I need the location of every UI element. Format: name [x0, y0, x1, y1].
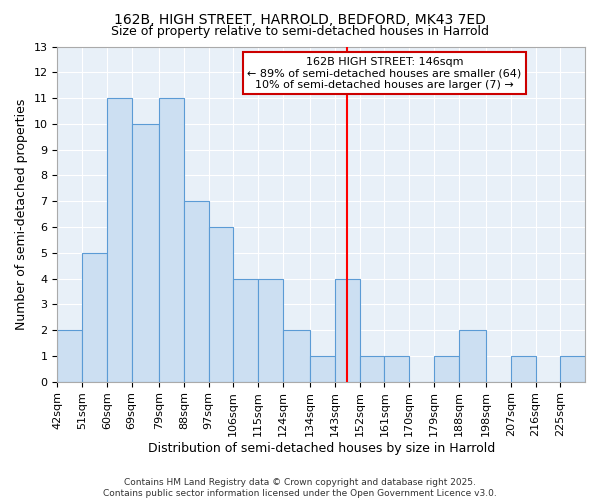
Bar — [385, 356, 409, 382]
Bar — [511, 356, 536, 382]
Bar — [310, 356, 335, 382]
Bar — [283, 330, 310, 382]
Bar — [184, 201, 209, 382]
Bar — [209, 227, 233, 382]
Bar — [107, 98, 131, 382]
Bar — [258, 278, 283, 382]
Bar — [58, 330, 82, 382]
Text: Contains HM Land Registry data © Crown copyright and database right 2025.
Contai: Contains HM Land Registry data © Crown c… — [103, 478, 497, 498]
Bar — [233, 278, 258, 382]
Text: Size of property relative to semi-detached houses in Harrold: Size of property relative to semi-detach… — [111, 25, 489, 38]
Text: 162B HIGH STREET: 146sqm
← 89% of semi-detached houses are smaller (64)
10% of s: 162B HIGH STREET: 146sqm ← 89% of semi-d… — [247, 56, 521, 90]
Bar — [335, 278, 359, 382]
Bar — [159, 98, 184, 382]
Bar — [458, 330, 486, 382]
Bar — [131, 124, 159, 382]
Bar — [82, 253, 107, 382]
X-axis label: Distribution of semi-detached houses by size in Harrold: Distribution of semi-detached houses by … — [148, 442, 495, 455]
Y-axis label: Number of semi-detached properties: Number of semi-detached properties — [15, 98, 28, 330]
Bar — [359, 356, 385, 382]
Text: 162B, HIGH STREET, HARROLD, BEDFORD, MK43 7ED: 162B, HIGH STREET, HARROLD, BEDFORD, MK4… — [114, 12, 486, 26]
Bar — [560, 356, 585, 382]
Bar — [434, 356, 458, 382]
